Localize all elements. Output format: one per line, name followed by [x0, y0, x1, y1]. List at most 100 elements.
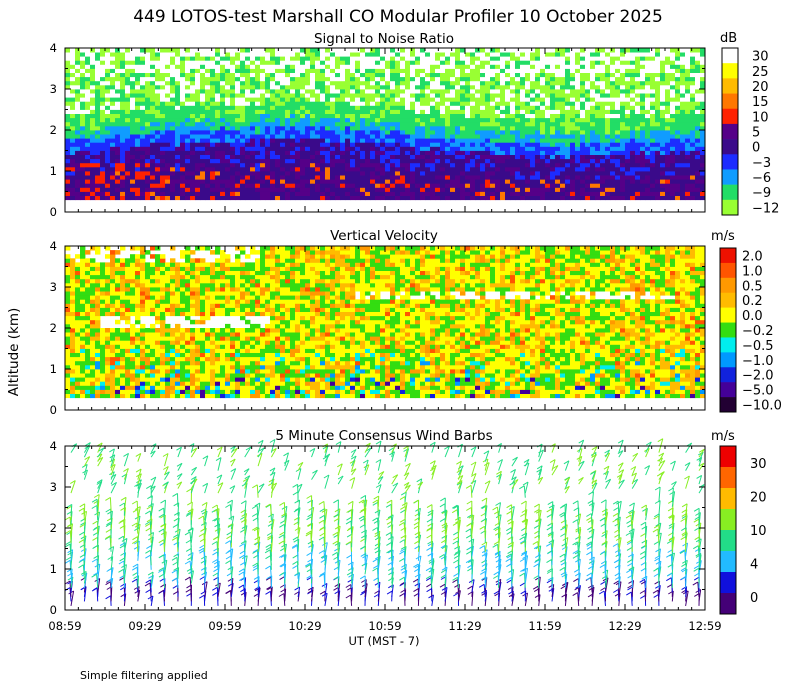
snr-cell: [545, 93, 551, 98]
snr-cell: [665, 125, 671, 131]
snr-cell: [470, 101, 476, 106]
snr-cell: [620, 60, 626, 65]
snr-cell: [170, 64, 176, 69]
snr-cell: [660, 166, 666, 172]
snr-cell: [465, 72, 471, 78]
snr-cell: [500, 179, 506, 184]
vv-cell: [75, 311, 81, 317]
snr-cell: [470, 72, 476, 78]
snr-cell: [310, 113, 316, 119]
snr-cell: [655, 89, 661, 94]
snr-cell: [470, 89, 476, 94]
snr-cell: [215, 64, 221, 69]
snr-cell: [500, 158, 506, 164]
snr-cell: [185, 101, 191, 106]
snr-cell: [455, 109, 461, 114]
snr-cell: [590, 154, 596, 160]
snr-cell: [305, 179, 311, 184]
snr-cell: [100, 146, 106, 151]
snr-cell: [495, 146, 501, 151]
snr-cell: [625, 64, 631, 69]
snr-cell: [235, 187, 241, 192]
snr-cell: [700, 171, 706, 176]
snr-cell: [370, 105, 376, 110]
snr-cell: [260, 60, 266, 65]
snr-cell: [115, 60, 121, 65]
vv-cell: [80, 315, 86, 321]
snr-cell: [70, 130, 76, 135]
snr-cell: [260, 130, 266, 135]
snr-cell: [350, 166, 356, 172]
snr-cell: [675, 195, 681, 201]
snr-cell: [190, 142, 196, 147]
snr-cell: [555, 175, 561, 180]
snr-cell: [560, 72, 566, 78]
snr-cell: [145, 109, 151, 114]
snr-cell: [135, 117, 141, 123]
snr-cell: [470, 130, 476, 135]
snr-cell: [600, 130, 606, 135]
snr-cell: [420, 183, 426, 188]
snr-cell: [240, 84, 246, 90]
snr-cell: [620, 150, 626, 155]
snr-cell: [265, 175, 271, 180]
snr-cell: [515, 68, 521, 73]
snr-cell: [500, 84, 506, 90]
snr-cell: [460, 97, 466, 102]
snr-cell: [280, 162, 286, 168]
snr-cell: [390, 150, 396, 155]
snr-cell: [480, 52, 486, 57]
vv-cell: [80, 295, 86, 300]
snr-cell: [220, 93, 226, 98]
snr-cell: [205, 130, 211, 135]
snr-cell: [375, 56, 381, 61]
snr-cell: [385, 175, 391, 180]
snr-cell: [470, 80, 476, 86]
snr-cell: [275, 191, 281, 196]
snr-cell: [270, 97, 276, 102]
snr-cell: [185, 179, 191, 184]
snr-cell: [485, 72, 491, 78]
snr-cell: [505, 130, 511, 135]
snr-cell: [375, 134, 381, 139]
snr-cell: [210, 117, 216, 123]
snr-cell: [95, 113, 101, 119]
snr-cell: [540, 134, 546, 139]
snr-cell: [215, 150, 221, 155]
snr-cell: [300, 80, 306, 86]
snr-cell: [415, 101, 421, 106]
snr-cell: [680, 113, 686, 119]
snr-cell: [255, 84, 261, 90]
snr-cell: [175, 117, 181, 123]
snr-cell: [310, 171, 316, 176]
snr-cell: [675, 150, 681, 155]
snr-cell: [520, 125, 526, 131]
snr-cell: [120, 64, 126, 69]
snr-cell: [315, 130, 321, 135]
snr-cell: [230, 48, 236, 53]
snr-cell: [120, 195, 126, 201]
snr-cell: [285, 179, 291, 184]
snr-cell: [235, 97, 241, 102]
snr-cell: [215, 109, 221, 114]
snr-cell: [100, 89, 106, 94]
snr-cell: [635, 154, 641, 160]
snr-cell: [170, 138, 176, 143]
snr-cell: [670, 158, 676, 164]
snr-cell: [190, 146, 196, 151]
snr-cell: [485, 175, 491, 180]
snr-cell: [140, 84, 146, 90]
snr-cell: [360, 183, 366, 188]
snr-cell: [495, 158, 501, 164]
snr-cell: [655, 56, 661, 61]
vv-cell: [70, 356, 76, 362]
snr-cell: [690, 109, 696, 114]
snr-cell: [100, 175, 106, 180]
snr-cell: [675, 109, 681, 114]
snr-cell: [245, 89, 251, 94]
snr-cell: [260, 56, 266, 61]
snr-cell: [290, 52, 296, 57]
snr-cell: [595, 101, 601, 106]
snr-cell: [365, 97, 371, 102]
snr-cell: [375, 154, 381, 160]
